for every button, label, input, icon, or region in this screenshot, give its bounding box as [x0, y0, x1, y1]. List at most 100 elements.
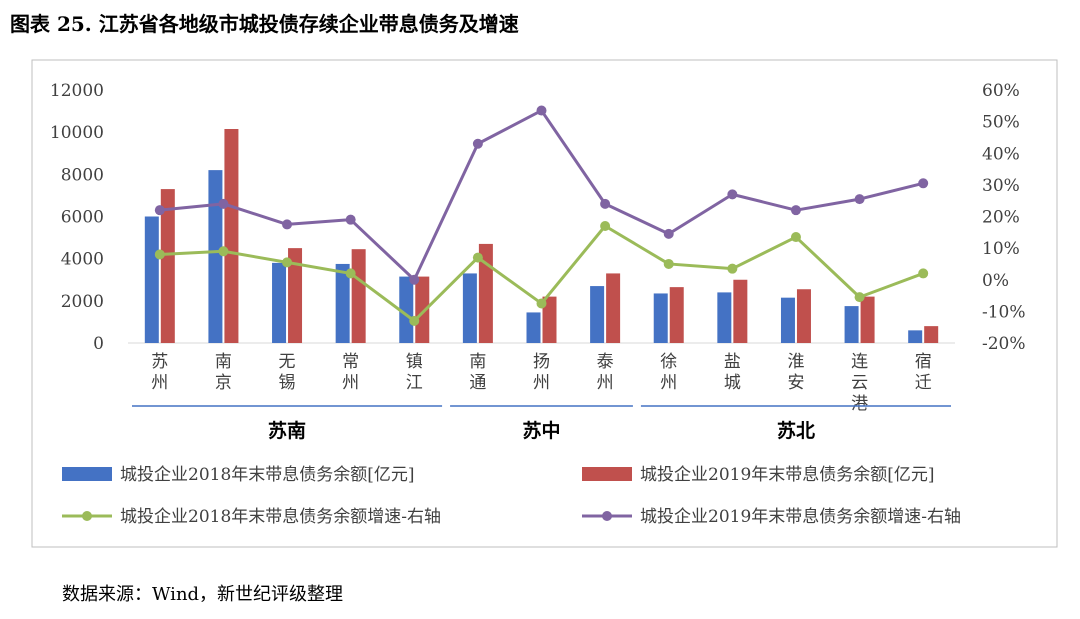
right-tick-label: -20% — [982, 334, 1026, 354]
line-point-2018 — [282, 257, 293, 268]
right-tick-label: 10% — [982, 239, 1020, 259]
line-point-2019 — [600, 198, 611, 209]
bar-2019 — [606, 273, 621, 343]
right-tick-label: 0% — [982, 271, 1009, 291]
line-point-2019 — [790, 205, 801, 216]
category-label: 徐州 — [660, 352, 677, 393]
chart-title: 图表 25. 江苏省各地级市城投债存续企业带息债务及增速 — [10, 12, 519, 36]
bar-2018 — [526, 312, 541, 343]
bar-2018 — [272, 262, 287, 343]
line-point-2018 — [600, 220, 611, 231]
left-tick-label: 2000 — [61, 292, 104, 312]
bar-2019 — [478, 243, 493, 343]
bar-2019 — [796, 289, 811, 343]
source-note: 数据来源：Wind，新世纪评级整理 — [62, 584, 344, 605]
line-point-2018 — [854, 292, 865, 303]
axes: 0 2000 4000 6000 8000 10000 12000 -20% -10% 0% 10%… — [50, 81, 1026, 354]
line-point-2019 — [345, 214, 356, 225]
bar-2019 — [924, 326, 939, 343]
line-point-2019 — [282, 219, 293, 230]
line-point-2019 — [409, 274, 420, 285]
category-label: 南京 — [215, 352, 232, 393]
legend-label: 城投企业2018年末带息债务余额[亿元] — [120, 465, 415, 485]
category-label: 盐城 — [724, 352, 741, 393]
line-point-2018 — [536, 298, 547, 309]
right-tick-label: 30% — [982, 176, 1020, 196]
right-tick-label: -10% — [982, 302, 1026, 322]
line-point-2018 — [345, 268, 356, 279]
left-tick-label: 6000 — [61, 208, 104, 228]
bar-2019 — [733, 279, 748, 343]
bar-2018 — [208, 170, 223, 343]
category-label: 淮安 — [787, 352, 804, 393]
line-point-2019 — [918, 178, 929, 189]
region-label: 苏南 — [268, 419, 306, 442]
bar-2018 — [144, 216, 159, 343]
category-label: 宿迁 — [915, 352, 932, 393]
line-point-2019 — [854, 194, 865, 205]
left-tick-label: 12000 — [50, 81, 104, 101]
bar-2018 — [908, 330, 923, 343]
legend-marker — [82, 511, 92, 521]
line-point-2018 — [154, 249, 165, 260]
legend-label: 城投企业2019年末带息债务余额[亿元] — [640, 465, 935, 485]
bar-2018 — [399, 276, 414, 343]
category-label: 常州 — [342, 352, 359, 393]
bar-2019 — [224, 129, 239, 343]
bar-2019 — [542, 296, 557, 343]
legend-marker — [602, 511, 612, 521]
bar-2018 — [717, 292, 732, 343]
category-label: 扬州 — [533, 352, 550, 393]
bar-2019 — [288, 248, 303, 343]
line-point-2019 — [727, 189, 738, 200]
bar-2018 — [590, 286, 605, 343]
category-label: 南通 — [469, 352, 486, 393]
bar-2019 — [669, 287, 684, 343]
legend-swatch — [582, 467, 632, 481]
category-label: 连云港 — [851, 352, 868, 414]
legend-swatch — [62, 467, 112, 481]
line-point-2018 — [409, 315, 420, 326]
category-label: 泰州 — [597, 352, 614, 393]
line-point-2018 — [727, 263, 738, 274]
line-point-2019 — [154, 205, 165, 216]
region-groups: 苏南 苏中 苏北 — [132, 405, 951, 442]
bar-2019 — [160, 189, 175, 343]
lines — [154, 105, 929, 326]
line-point-2018 — [790, 232, 801, 243]
bar-2019 — [860, 296, 875, 343]
bar-2019 — [351, 249, 366, 343]
legend-label: 城投企业2019年末带息债务余额增速-右轴 — [640, 507, 961, 527]
bar-2018 — [844, 306, 859, 343]
line-point-2019 — [663, 228, 674, 239]
line-point-2019 — [218, 198, 229, 209]
bar-2018 — [462, 273, 477, 343]
left-tick-label: 0 — [93, 334, 104, 354]
right-tick-label: 40% — [982, 144, 1020, 164]
line-point-2018 — [472, 252, 483, 263]
bar-2018 — [335, 263, 350, 343]
bars — [144, 129, 939, 343]
bar-2019 — [415, 276, 430, 343]
line-point-2018 — [663, 258, 674, 269]
bar-2018 — [780, 297, 795, 343]
right-tick-label: 50% — [982, 113, 1020, 133]
category-label: 无锡 — [279, 352, 296, 393]
line-point-2018 — [918, 268, 929, 279]
bar-2018 — [653, 293, 668, 343]
left-tick-label: 4000 — [61, 250, 104, 270]
line-point-2019 — [536, 105, 547, 116]
left-tick-label: 8000 — [61, 165, 104, 185]
legend-label: 城投企业2018年末带息债务余额增速-右轴 — [120, 507, 441, 527]
region-label: 苏北 — [777, 419, 815, 442]
line-point-2018 — [218, 246, 229, 257]
right-tick-label: 60% — [982, 81, 1020, 101]
category-label: 苏州 — [151, 352, 168, 393]
category-labels: 苏州 南京 无锡 常州 镇江 南通 扬州 泰州 徐州 盐城 淮安 连云港 宿迁 — [151, 352, 931, 414]
category-label: 镇江 — [406, 352, 423, 393]
legend: 城投企业2018年末带息债务余额[亿元] 城投企业2019年末带息债务余额[亿元]… — [62, 465, 961, 527]
region-label: 苏中 — [522, 419, 560, 442]
line-point-2019 — [472, 138, 483, 149]
left-tick-label: 10000 — [50, 123, 104, 143]
